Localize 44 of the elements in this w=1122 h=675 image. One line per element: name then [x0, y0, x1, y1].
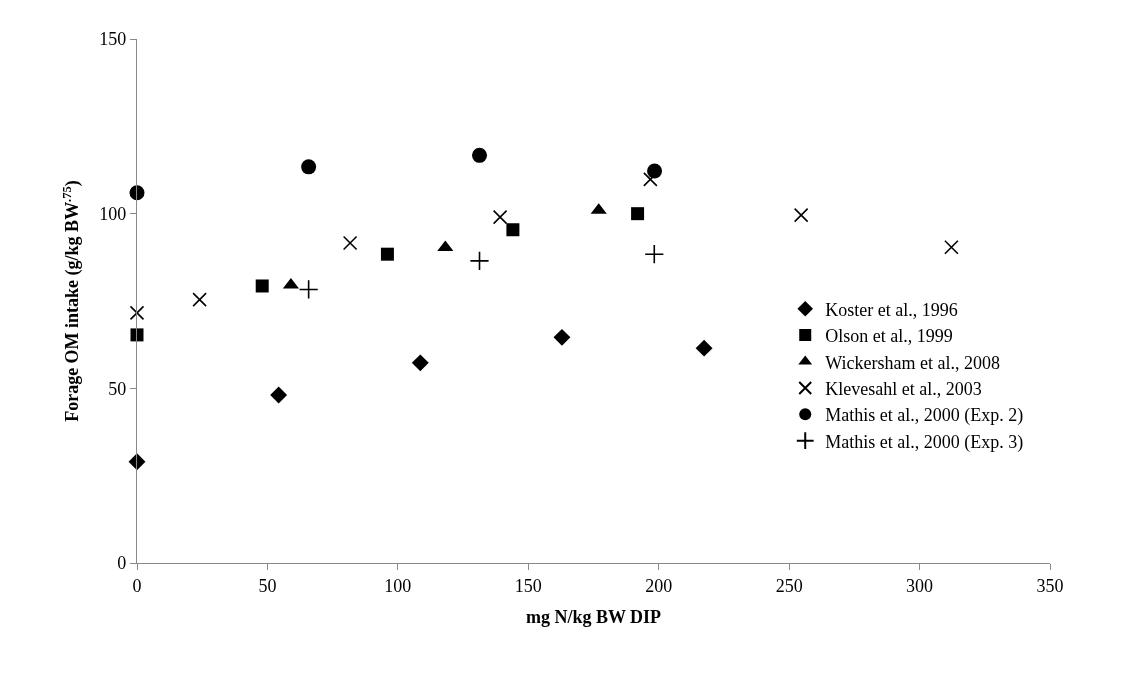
y-tick-label: 100: [99, 203, 127, 224]
point: [944, 239, 959, 255]
point: [128, 453, 146, 471]
y-tick-label: 150: [99, 29, 127, 50]
point: [695, 339, 713, 357]
point: [192, 292, 207, 307]
x-tick-label: 0: [132, 575, 142, 596]
y-tick-label: 50: [108, 378, 127, 399]
point: [647, 163, 663, 179]
y-tick-label: 0: [117, 553, 127, 574]
legend-label: Olson et al., 1999: [825, 326, 953, 347]
point: [301, 159, 317, 175]
point: [282, 277, 299, 289]
point: [644, 244, 665, 265]
point: [472, 147, 488, 163]
x-tick-label: 300: [906, 575, 934, 596]
legend-label: Wickersham et al., 2008: [825, 352, 1000, 373]
point: [437, 240, 454, 252]
x-tick-label: 150: [514, 575, 542, 596]
x-axis-title: mg N/kg BW DIP: [525, 606, 662, 627]
point: [342, 235, 358, 251]
x-tick-label: 200: [645, 575, 673, 596]
point: [255, 279, 269, 293]
point: [411, 354, 429, 372]
point: [492, 209, 508, 225]
x-tick-label: 100: [384, 575, 412, 596]
point: [380, 247, 394, 261]
point: [469, 250, 490, 271]
legend-label: Mathis et al., 2000 (Exp. 3): [825, 431, 1024, 453]
point: [130, 328, 144, 342]
point: [298, 279, 319, 300]
point: [506, 223, 520, 237]
point: [793, 207, 809, 223]
legend-label: Mathis et al., 2000 (Exp. 2): [825, 405, 1024, 427]
x-tick-label: 50: [258, 575, 277, 596]
point: [129, 305, 145, 321]
point: [643, 172, 658, 187]
legend-label: Koster et al., 1996: [825, 299, 958, 320]
x-tick-label: 250: [775, 575, 803, 596]
point: [553, 328, 571, 346]
point: [270, 386, 288, 404]
point: [631, 207, 645, 221]
x-tick-label: 350: [1036, 575, 1064, 596]
legend-label: Klevesahl et al., 2003: [825, 378, 982, 399]
